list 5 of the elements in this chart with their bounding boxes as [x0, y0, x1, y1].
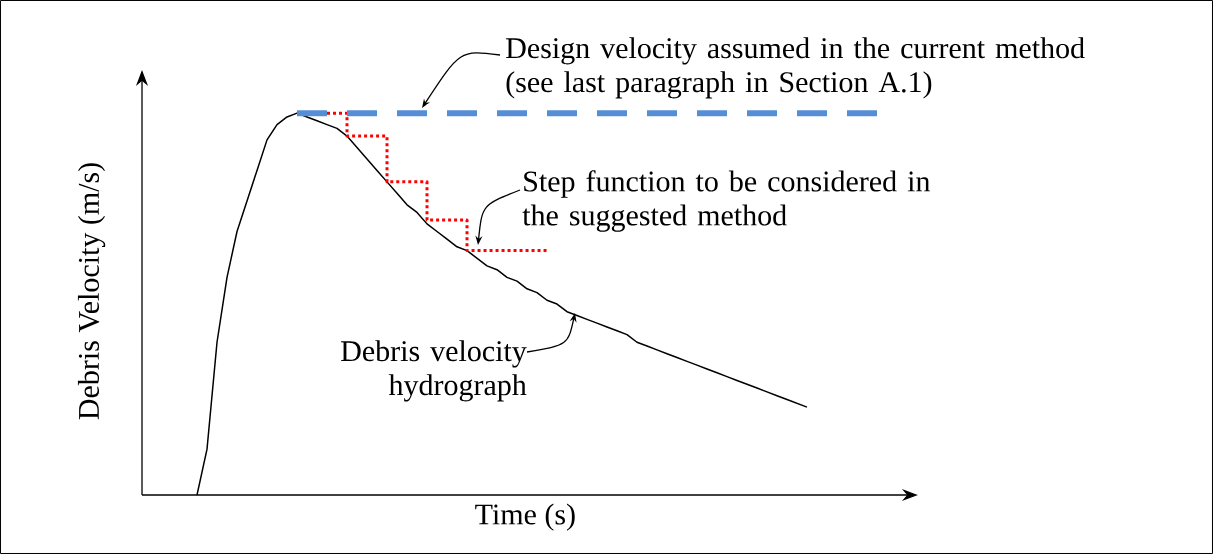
y-axis-title: Debris Velocity (m/s): [77, 163, 106, 420]
annotation: Debris velocity hydrograph: [341, 340, 527, 402]
x-axis-title: Time (s): [475, 503, 575, 531]
annotation: Step function to be considered in the suggested method: [522, 170, 931, 232]
text: Design velocity assumed in the current method (see last paragraph in Section A.1): [506, 37, 1085, 99]
